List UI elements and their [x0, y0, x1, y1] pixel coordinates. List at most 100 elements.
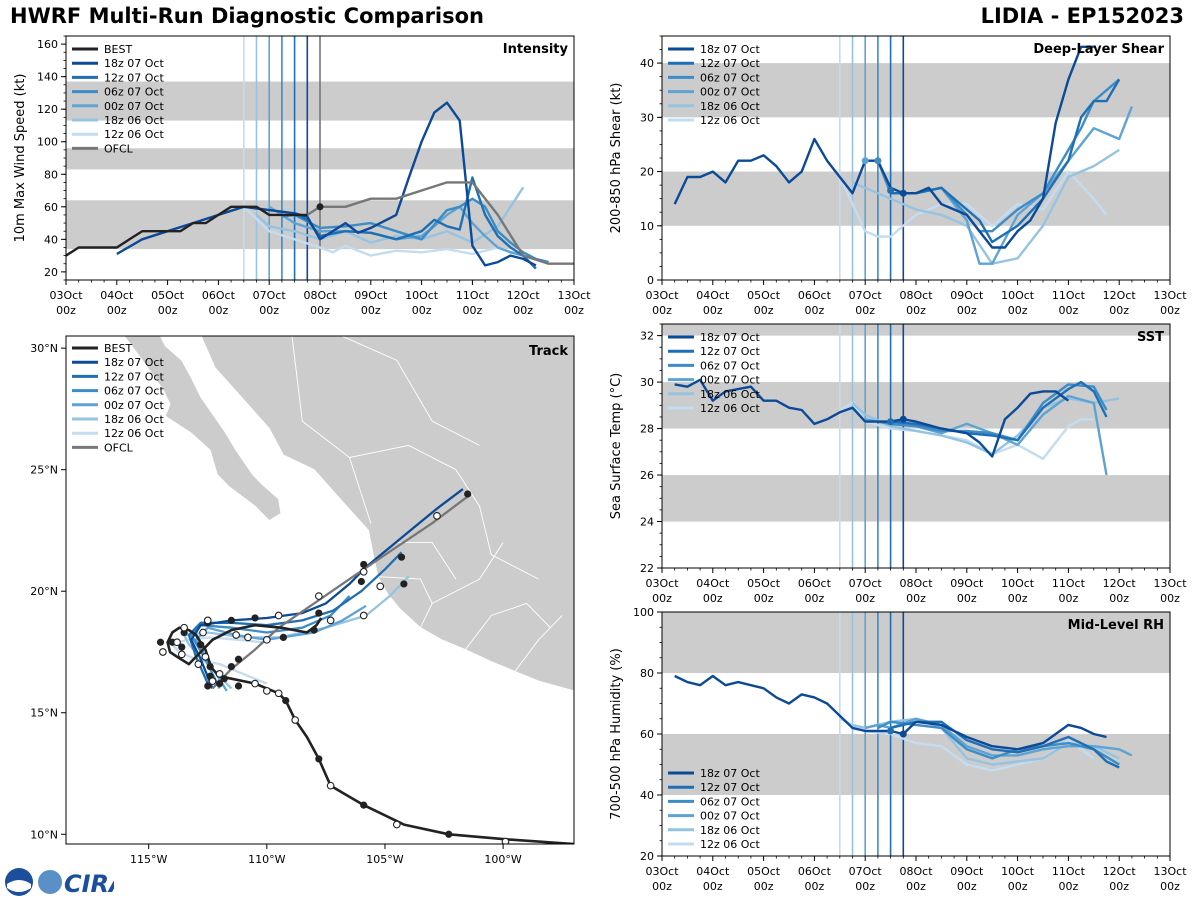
x-tick-label: 10Oct — [1001, 289, 1035, 302]
x-tick-sublabel: 00z — [1109, 592, 1129, 605]
x-tick-label: 09Oct — [950, 865, 984, 878]
y-tick-label: 100 — [633, 606, 654, 619]
track-point-open — [159, 648, 167, 656]
track-point-filled — [282, 696, 290, 705]
globe-icon — [38, 870, 62, 894]
legend-label: 00z 07 Oct — [700, 86, 760, 99]
track-point-open — [203, 616, 212, 625]
series-group — [66, 101, 574, 270]
x-tick-label: 12Oct — [1103, 289, 1137, 302]
track-point-open — [262, 635, 271, 644]
series-group — [673, 45, 1134, 265]
init-marker — [899, 730, 907, 738]
x-tick-label: 11Oct — [456, 289, 490, 302]
threshold-band — [662, 324, 1170, 336]
state-boundary — [396, 542, 457, 580]
series-line-18z-06-oct — [852, 148, 1120, 265]
y-axis-label: 10m Max Wind Speed (kt) — [13, 74, 28, 243]
init-marker — [887, 187, 895, 195]
x-tick-sublabel: 00z — [1008, 304, 1028, 317]
x-tick-sublabel: 00z — [209, 304, 229, 317]
x-tick-label: 08Oct — [303, 289, 337, 302]
intensity-panel: 20 40 60 80 100 120 140 160 03Oct 00z 04Oct 00z 05Oc… — [13, 35, 591, 317]
x-tick-sublabel: 00z — [855, 880, 875, 893]
x-tick-sublabel: 00z — [564, 304, 584, 317]
x-tick-label: 07Oct — [849, 289, 883, 302]
lon-tick-label: 115°W — [130, 853, 167, 866]
legend-label: 12z 07 Oct — [104, 370, 164, 383]
track-point-open — [208, 677, 217, 685]
state-boundary — [340, 336, 480, 446]
x-tick-label: 04Oct — [696, 865, 730, 878]
x-tick-sublabel: 00z — [1059, 880, 1079, 893]
x-tick-sublabel: 00z — [1008, 592, 1028, 605]
legend-label: 12z 06 Oct — [104, 427, 164, 440]
map-frame — [65, 335, 575, 845]
x-tick-sublabel: 00z — [805, 592, 825, 605]
track-point-open — [274, 611, 283, 620]
x-tick-label: 10Oct — [1001, 577, 1035, 590]
legend-label: 18z 07 Oct — [104, 356, 164, 369]
lon-tick-label: 105°W — [366, 853, 403, 866]
x-tick-label: 09Oct — [950, 577, 984, 590]
init-marker — [899, 415, 907, 423]
legend-label: 06z 07 Oct — [700, 71, 760, 84]
track-point-open — [326, 616, 335, 625]
track-point-open — [359, 611, 368, 620]
y-axis-label: 200-850 hPa Shear (kt) — [609, 83, 624, 234]
y-tick-label: 60 — [640, 728, 654, 741]
track-point-filled — [251, 614, 259, 622]
track-point-filled — [234, 655, 243, 663]
x-tick-sublabel: 00z — [1008, 880, 1028, 893]
x-tick-label: 03Oct — [49, 289, 83, 302]
track-point-filled — [315, 609, 323, 617]
legend-label: 06z 07 Oct — [700, 795, 760, 808]
legend-label: OFCL — [104, 142, 134, 155]
panel-title: Intensity — [503, 42, 569, 57]
init-marker — [861, 157, 869, 165]
track-line-best — [166, 617, 574, 844]
x-tick-sublabel: 00z — [906, 880, 926, 893]
x-tick-sublabel: 00z — [361, 304, 381, 317]
mexico-mainland — [200, 336, 574, 692]
x-tick-sublabel: 00z — [805, 880, 825, 893]
lon-tick-label: 100°W — [484, 853, 521, 866]
y-tick-label: 20 — [640, 850, 654, 863]
x-tick-sublabel: 00z — [805, 304, 825, 317]
track-point-open — [194, 660, 203, 668]
x-tick-label: 05Oct — [747, 289, 781, 302]
x-tick-sublabel: 00z — [754, 304, 774, 317]
x-tick-sublabel: 00z — [107, 304, 127, 317]
init-marker — [899, 189, 907, 197]
legend-label: 06z 07 Oct — [700, 359, 760, 372]
state-boundary — [464, 602, 551, 650]
x-tick-label: 05Oct — [151, 289, 185, 302]
x-tick-sublabel: 00z — [1059, 592, 1079, 605]
track-point-open — [314, 592, 323, 600]
x-tick-label: 04Oct — [696, 577, 730, 590]
cira-logo: CIRA — [5, 868, 114, 898]
x-tick-sublabel: 00z — [412, 304, 432, 317]
legend-label: 12z 06 Oct — [700, 402, 760, 415]
series-line-18z-07-oct — [116, 101, 537, 267]
x-tick-label: 13Oct — [1153, 577, 1187, 590]
panel-title: Mid-Level RH — [1068, 618, 1164, 633]
threshold-band — [662, 475, 1170, 522]
legend-label: 18z 06 Oct — [104, 114, 164, 127]
lon-tick-label: 110°W — [248, 853, 285, 866]
x-tick-label: 10Oct — [1001, 865, 1035, 878]
shear-panel: 0 10 20 30 40 03Oct 00z 04Oct 00z 05Oct 00z 06Oct 00… — [609, 35, 1187, 317]
x-tick-label: 08Oct — [899, 289, 933, 302]
track-point-filled — [227, 662, 235, 671]
series-group — [674, 378, 1120, 476]
legend-label: 12z 06 Oct — [700, 114, 760, 127]
legend-label: OFCL — [104, 441, 134, 454]
x-tick-label: 08Oct — [899, 865, 933, 878]
x-tick-sublabel: 00z — [1109, 880, 1129, 893]
cira-text: CIRA — [64, 870, 114, 898]
x-tick-label: 05Oct — [747, 865, 781, 878]
x-tick-sublabel: 00z — [703, 592, 723, 605]
series-line-12z-07-oct — [294, 176, 537, 270]
x-tick-label: 12Oct — [507, 289, 541, 302]
